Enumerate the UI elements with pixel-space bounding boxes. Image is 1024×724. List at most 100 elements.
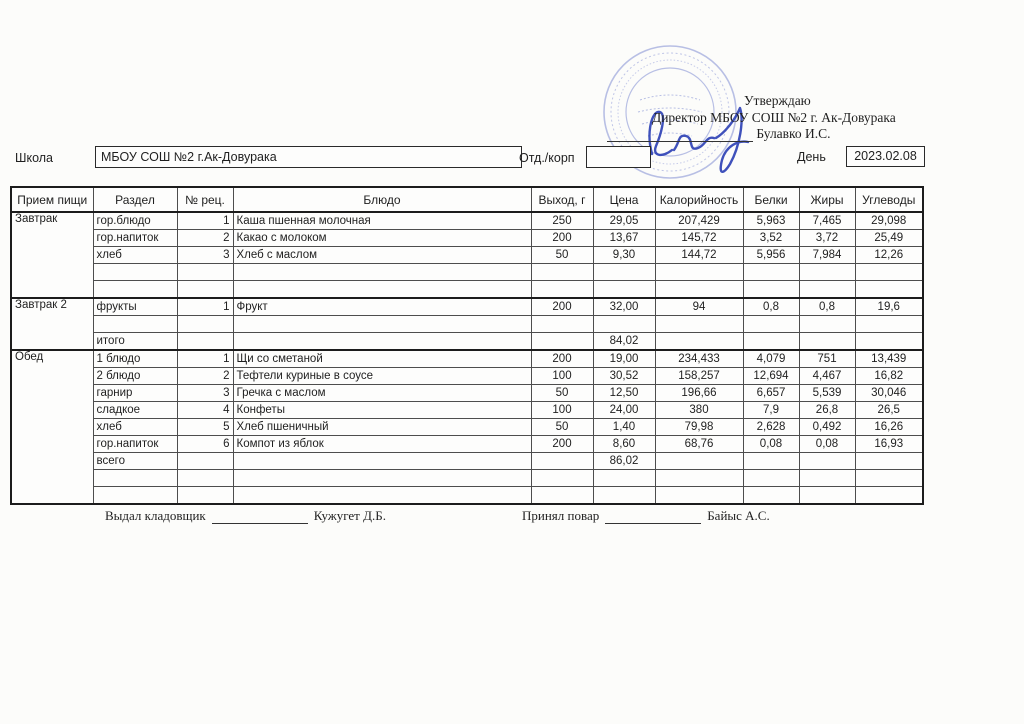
cell-out: [530, 332, 594, 351]
cell-fat: 7,984: [798, 246, 856, 264]
cell-protein: 7,9: [742, 401, 800, 419]
cell-carbs: [854, 452, 924, 470]
approval-title: Утверждаю: [744, 93, 811, 108]
cell-fat: 0,492: [798, 418, 856, 436]
cell-num: 3: [176, 384, 234, 402]
cell-dish: [232, 280, 532, 299]
cell-price: 32,00: [592, 297, 656, 316]
cell-carbs: 16,93: [854, 435, 924, 453]
cell-cal: 158,257: [654, 367, 744, 385]
cell-razdel: [92, 486, 178, 505]
cell-out: 200: [530, 435, 594, 453]
cell-fat: [798, 315, 856, 333]
cell-protein: 3,52: [742, 229, 800, 247]
cell-price: [592, 469, 656, 487]
cell-cal: 207,429: [654, 211, 744, 230]
cell-out: 50: [530, 384, 594, 402]
column-header: Прием пищи: [10, 186, 94, 213]
cell-out: 200: [530, 229, 594, 247]
column-header: Выход, г: [530, 186, 594, 213]
table-body: Завтрак гор.блюдо 1 Каша пшенная молочная 25…: [10, 211, 924, 505]
cell-price: 86,02: [592, 452, 656, 470]
cell-carbs: [854, 280, 924, 299]
cell-price: [592, 263, 656, 281]
issued-by-line: Выдал кладовщик Кужугет Д.Б.: [105, 508, 386, 524]
cell-carbs: 26,5: [854, 401, 924, 419]
dept-label: Отд./корп: [519, 151, 575, 165]
cell-razdel: фрукты: [92, 297, 178, 316]
cell-out: 100: [530, 367, 594, 385]
cell-dish: Щи со сметаной: [232, 349, 532, 368]
cell-out: 100: [530, 401, 594, 419]
cell-carbs: 12,26: [854, 246, 924, 264]
cell-price: 9,30: [592, 246, 656, 264]
cell-dish: Хлеб с маслом: [232, 246, 532, 264]
cell-carbs: 29,098: [854, 211, 924, 230]
cell-cal: [654, 263, 744, 281]
cell-fat: [798, 486, 856, 505]
day-label: День: [797, 150, 826, 164]
table-header-row: Прием пищи Раздел № рец. Блюдо Выход, г Цена К…: [10, 186, 924, 213]
cell-protein: 5,956: [742, 246, 800, 264]
cell-fat: [798, 332, 856, 351]
cell-fat: [798, 280, 856, 299]
cell-price: [592, 486, 656, 505]
issued-name: Кужугет Д.Б.: [313, 508, 386, 523]
cell-price: [592, 315, 656, 333]
cell-price: 1,40: [592, 418, 656, 436]
cell-num: [176, 452, 234, 470]
cell-num: [176, 280, 234, 299]
cell-protein: 6,657: [742, 384, 800, 402]
cell-fat: 0,08: [798, 435, 856, 453]
cell-out: [530, 280, 594, 299]
cell-dish: Хлеб пшеничный: [232, 418, 532, 436]
cell-dish: [232, 452, 532, 470]
cell-out: 250: [530, 211, 594, 230]
cell-protein: 2,628: [742, 418, 800, 436]
cell-razdel: гор.блюдо: [92, 211, 178, 230]
dept-value-box: [586, 146, 651, 168]
cell-price: [592, 280, 656, 299]
cell-fat: [798, 263, 856, 281]
cell-num: 2: [176, 367, 234, 385]
meal-name-cell: Завтрак: [10, 211, 94, 299]
cell-razdel: всего: [92, 452, 178, 470]
school-label: Школа: [15, 151, 53, 165]
cell-razdel: гор.напиток: [92, 435, 178, 453]
cell-price: 84,02: [592, 332, 656, 351]
column-header: Блюдо: [232, 186, 532, 213]
cell-carbs: 13,439: [854, 349, 924, 368]
meal-name-cell: Завтрак 2: [10, 297, 94, 351]
column-header: Жиры: [798, 186, 856, 213]
cell-dish: Фрукт: [232, 297, 532, 316]
column-header: Белки: [742, 186, 800, 213]
cell-razdel: итого: [92, 332, 178, 351]
cell-fat: 4,467: [798, 367, 856, 385]
cell-fat: 751: [798, 349, 856, 368]
cell-dish: [232, 315, 532, 333]
table-row: [11, 486, 924, 505]
column-header: Цена: [592, 186, 656, 213]
cell-protein: [742, 452, 800, 470]
cell-protein: [742, 469, 800, 487]
cell-razdel: [92, 280, 178, 299]
cell-protein: 0,08: [742, 435, 800, 453]
cell-price: 29,05: [592, 211, 656, 230]
cell-dish: Какао с молоком: [232, 229, 532, 247]
cell-num: 4: [176, 401, 234, 419]
cell-out: [530, 315, 594, 333]
cell-num: 1: [176, 211, 234, 230]
approval-signature-line: Булавко И.С.: [607, 126, 831, 142]
cell-num: 3: [176, 246, 234, 264]
cell-dish: Каша пшенная молочная: [232, 211, 532, 230]
cell-razdel: [92, 469, 178, 487]
cell-fat: 0,8: [798, 297, 856, 316]
cell-razdel: [92, 315, 178, 333]
cell-cal: 79,98: [654, 418, 744, 436]
cell-price: 24,00: [592, 401, 656, 419]
day-value-box: 2023.02.08: [846, 146, 925, 167]
cell-out: [530, 486, 594, 505]
signature-underline: [607, 128, 753, 142]
cell-out: 50: [530, 418, 594, 436]
